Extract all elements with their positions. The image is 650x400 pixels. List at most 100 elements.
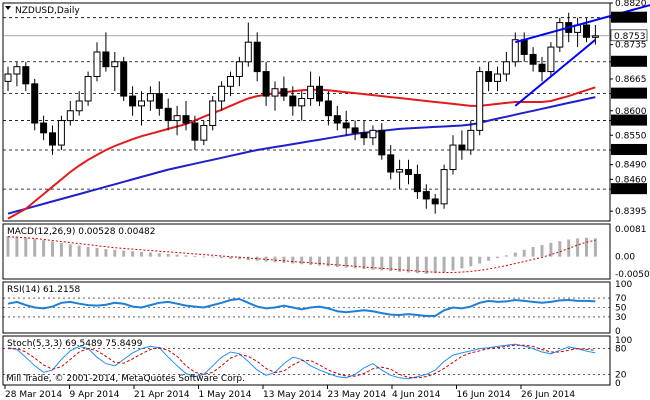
time-tick-label: 26 Jun 2014 [521,390,575,400]
macd-histogram-bar [157,253,161,257]
candle-body [138,100,145,107]
price-tick-label: 0.8460 [615,175,647,185]
macd-histogram-bar [229,256,232,259]
candle-body [333,115,341,124]
channel-line [514,38,597,107]
candle-body [538,63,546,73]
candle-body [511,39,519,63]
macd-histogram-bar [237,256,241,260]
macd-histogram-bar [122,250,126,257]
macd-histogram-bar [42,240,46,257]
candle-body [431,198,439,205]
macd-histogram-bar [202,256,206,258]
time-tick-label: 21 Apr 2014 [134,390,190,400]
candle-body [49,132,56,146]
macd-histogram-bar [86,247,90,257]
candle-body [40,122,48,134]
price-tick-label: 0.8490 [615,161,647,171]
price-tick-label: 0.8820 [615,0,647,9]
rsi-line [7,297,596,317]
macd-histogram-bar [104,249,108,257]
candle-body [57,120,65,146]
macd-histogram-bar [264,256,268,262]
candle-body [235,61,243,77]
candle-body [476,71,484,131]
candle-body [378,129,386,156]
candle-body [485,71,493,82]
candle-body [218,85,226,102]
macd-histogram-bar [318,256,321,266]
candle-body [307,85,315,100]
macd-histogram-bar [522,249,526,257]
candle-body [467,129,475,151]
macd-histogram-bar [33,238,37,257]
level-tag [611,87,647,99]
price-tick-label: 0.8665 [615,75,647,85]
candle-body [262,71,270,97]
candle-body [387,154,395,173]
macd-histogram-bar [211,256,215,258]
candle-body [316,85,323,102]
stoch-main-line [7,343,596,380]
macd-histogram-bar [398,256,402,272]
macd-histogram-bar [585,237,588,257]
macd-histogram-bar [77,245,81,257]
rsi-title: RSI(14) 61.2158 [7,285,80,295]
candle-body [111,61,119,68]
candle-body [583,24,590,38]
macd-histogram-bar [415,256,419,274]
moving-averages [7,86,596,220]
price-tick-label: 0.8600 [615,107,647,117]
candle-body [253,41,261,73]
level-tag [611,11,647,23]
candle-body [227,75,234,87]
macd-histogram-bar [469,256,473,267]
macd-histogram-bar [558,241,562,257]
macd-histogram-bar [460,256,464,269]
rsi-tick-label: 100 [615,280,632,290]
ma-fast-line [7,86,596,220]
macd-histogram-bar [140,251,143,257]
candle-body [351,127,359,134]
candle-body [146,93,154,102]
macd-histogram-bar [504,255,508,257]
time-tick-label: 13 May 2014 [263,390,322,400]
candle-body [93,51,101,77]
candle-body [405,169,412,175]
candle-body [396,169,404,173]
macd-histogram-bar [193,255,197,257]
stoch-signal-line [8,344,596,379]
price-tick-label: 0.8790 [614,14,646,24]
rsi-tick-label: 50 [615,304,627,314]
dropdown-triangle-icon[interactable] [5,6,11,10]
macd-histogram-bar [424,256,428,274]
candle-body [22,66,30,85]
macd-histogram-bar [531,247,535,257]
macd-histogram-bar [59,242,63,257]
candle-body [413,173,421,193]
macd-histogram-bar [362,256,366,270]
level-tag [611,55,647,67]
candle-body [164,107,172,122]
candle-body [271,88,279,97]
price-tick-label: 0.8520 [614,146,646,156]
candle-body [458,144,466,151]
macd-histogram-bar [433,256,437,274]
candle-body [547,46,555,73]
macd-tick-label: -0.00504 [615,270,650,280]
symbol-label: NZDUSD,Daily [15,6,80,16]
time-tick-label: 23 May 2014 [328,390,387,400]
candle-body [298,98,306,107]
time-tick-label: 4 Jun 2014 [392,390,441,400]
rsi-tick-label: 0 [615,327,621,337]
rsi-tick-label: 30 [615,313,627,323]
candle-body [449,144,457,171]
candle-body [75,100,83,112]
price-tick-label: 0.8440 [614,185,646,195]
level-tag [611,143,647,155]
pane-frame-macd [2,223,611,280]
